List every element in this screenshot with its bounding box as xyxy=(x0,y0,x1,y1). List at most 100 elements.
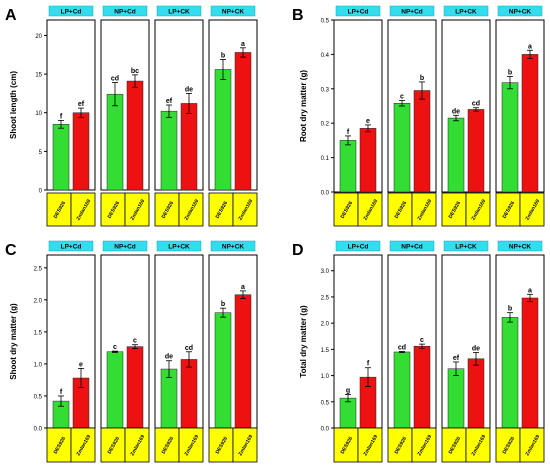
bar-des926 xyxy=(501,317,519,429)
significance-letter: f xyxy=(347,129,350,136)
significance-letter: e xyxy=(366,118,370,125)
category-label-box xyxy=(178,192,204,227)
group-header-box xyxy=(443,240,489,252)
panel-D: D Total dry matter (g) 0.0 0.5 1.0 1.5 2.0 2.5 3… xyxy=(292,240,545,463)
bar-zmlan169 xyxy=(234,294,252,429)
group-header-label: LP+Cd xyxy=(61,9,82,16)
bar-zmlan169 xyxy=(521,54,539,193)
group-header-box xyxy=(48,240,94,252)
bar-zmlan169 xyxy=(234,52,252,191)
category-label-box xyxy=(357,192,383,227)
significance-letter: c xyxy=(400,93,404,100)
group-header-box xyxy=(102,240,148,252)
group-frame xyxy=(333,19,383,193)
y-tick-label: 0 xyxy=(39,189,43,195)
bar-zmlan169 xyxy=(126,80,144,191)
group-header-box xyxy=(210,240,256,252)
group-frame xyxy=(100,19,150,191)
category-label-box xyxy=(154,427,180,463)
significance-letter: cd xyxy=(472,101,480,108)
y-tick-label: 0.0 xyxy=(321,191,330,197)
group-header-box xyxy=(335,240,381,252)
group-header-box xyxy=(497,240,543,252)
bar-des926 xyxy=(339,397,357,429)
group-header-label: LP+Cd xyxy=(348,9,369,16)
category-label-box xyxy=(357,427,383,463)
group-header-box xyxy=(48,5,94,17)
category-label-box xyxy=(100,192,126,227)
panel-C: C Shoot dry matter (g) 0.0 0.5 1.0 1.5 2.0 2.5 L… xyxy=(5,240,258,463)
category-label-box xyxy=(495,192,521,227)
group-header-label: NP+CK xyxy=(509,244,532,251)
significance-letter: de xyxy=(452,108,460,115)
significance-letter: b xyxy=(420,75,424,82)
group-header-label: NP+Cd xyxy=(401,9,423,16)
panel-label: C xyxy=(5,242,17,259)
category-label-box xyxy=(441,427,467,463)
y-tick-label: 0.0 xyxy=(34,427,43,433)
significance-letter: g xyxy=(346,387,350,394)
y-tick-label: 2.5 xyxy=(321,295,330,301)
significance-letter: c xyxy=(420,337,424,344)
group-header-label: LP+CK xyxy=(455,244,477,251)
group-header-box xyxy=(156,5,202,17)
category-label-box xyxy=(465,427,491,463)
bar-des926 xyxy=(339,140,357,193)
category-label-box xyxy=(154,192,180,227)
group-header-label: NP+Cd xyxy=(114,244,136,251)
bar-zmlan169 xyxy=(413,345,431,429)
bar-zmlan169 xyxy=(72,112,90,191)
category-label-box xyxy=(124,192,150,227)
y-tick-label: 0.4 xyxy=(321,53,330,59)
category-label-box xyxy=(232,192,258,227)
significance-letter: f xyxy=(367,361,370,368)
group-header-box xyxy=(389,5,435,17)
category-label-box xyxy=(519,427,545,463)
category-label-box xyxy=(465,192,491,227)
category-label-box xyxy=(208,427,234,463)
significance-letter: cd xyxy=(185,345,193,352)
significance-letter: de xyxy=(472,346,480,353)
category-label-box xyxy=(519,192,545,227)
y-tick-label: 0.0 xyxy=(321,427,330,433)
significance-letter: de xyxy=(185,86,193,93)
group-header-box xyxy=(102,5,148,17)
category-label-box xyxy=(411,427,437,463)
group-header-box xyxy=(335,5,381,17)
group-frame xyxy=(154,19,204,191)
bar-zmlan169 xyxy=(521,297,539,429)
panel-label: B xyxy=(292,7,304,24)
y-tick-label: 0.5 xyxy=(34,394,43,400)
y-tick-label: 1.5 xyxy=(34,330,43,336)
category-label-box xyxy=(46,192,72,227)
bar-des926 xyxy=(52,124,70,191)
significance-letter: f xyxy=(60,113,63,120)
bar-zmlan169 xyxy=(359,128,377,193)
significance-letter: cd xyxy=(398,344,406,351)
y-tick-label: 20 xyxy=(35,34,42,40)
significance-letter: e xyxy=(79,361,83,368)
group-header-box xyxy=(443,5,489,17)
group-header-label: NP+CK xyxy=(509,9,532,16)
panel-label: D xyxy=(292,242,304,259)
bar-des926 xyxy=(214,69,232,191)
category-label-box xyxy=(232,427,258,463)
bar-zmlan169 xyxy=(467,109,485,193)
bar-des926 xyxy=(160,110,178,191)
group-frame xyxy=(441,19,491,193)
y-tick-label: 5 xyxy=(39,150,43,156)
significance-letter: a xyxy=(528,43,532,50)
bar-zmlan169 xyxy=(413,90,431,193)
significance-letter: b xyxy=(221,301,225,308)
significance-letter: bc xyxy=(131,68,139,75)
significance-letter: de xyxy=(165,354,173,361)
